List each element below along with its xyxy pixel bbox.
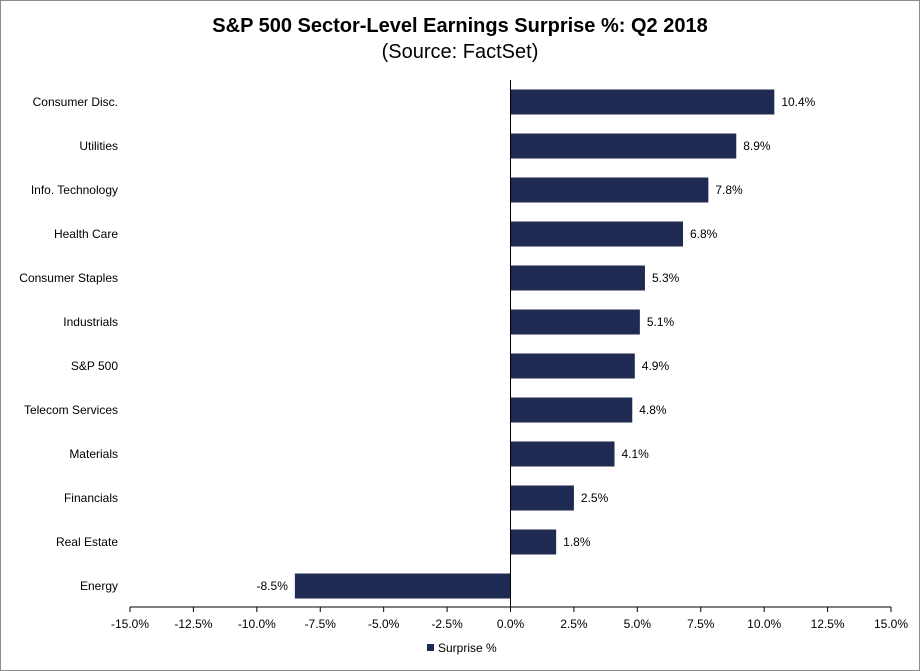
data-label: 1.8% bbox=[563, 535, 591, 549]
category-label: Financials bbox=[64, 491, 118, 505]
data-label: 5.3% bbox=[652, 271, 680, 285]
data-label: 5.1% bbox=[647, 315, 675, 329]
bar bbox=[510, 177, 709, 203]
data-label: 6.8% bbox=[690, 227, 718, 241]
x-tick-label: 5.0% bbox=[624, 617, 652, 631]
bar bbox=[294, 573, 511, 599]
data-label: 2.5% bbox=[581, 491, 609, 505]
bar bbox=[510, 485, 574, 511]
x-tick-label: -15.0% bbox=[111, 617, 149, 631]
legend-label: Surprise % bbox=[438, 641, 497, 655]
x-tick-label: 15.0% bbox=[874, 617, 908, 631]
category-label: Consumer Disc. bbox=[33, 95, 118, 109]
data-label: 8.9% bbox=[743, 139, 771, 153]
bar bbox=[510, 397, 633, 423]
x-tick-label: -2.5% bbox=[431, 617, 463, 631]
category-label: Telecom Services bbox=[24, 403, 118, 417]
bar bbox=[510, 89, 775, 115]
category-label: Industrials bbox=[63, 315, 118, 329]
chart-subtitle: (Source: FactSet) bbox=[381, 41, 539, 63]
category-label: S&P 500 bbox=[71, 359, 118, 373]
bar bbox=[510, 221, 683, 247]
data-label: -8.5% bbox=[257, 579, 289, 593]
x-tick-label: 7.5% bbox=[687, 617, 715, 631]
category-label: Materials bbox=[69, 447, 118, 461]
bar bbox=[510, 441, 615, 467]
category-label: Info. Technology bbox=[31, 183, 118, 197]
legend-swatch bbox=[427, 644, 434, 651]
data-label: 4.8% bbox=[639, 403, 667, 417]
bar bbox=[510, 133, 737, 159]
x-tick-label: 2.5% bbox=[560, 617, 588, 631]
bar bbox=[510, 529, 557, 555]
category-label: Utilities bbox=[79, 139, 118, 153]
category-label: Consumer Staples bbox=[19, 271, 118, 285]
bar bbox=[510, 309, 640, 335]
bar bbox=[510, 265, 645, 291]
x-tick-label: -5.0% bbox=[368, 617, 400, 631]
chart-title: S&P 500 Sector-Level Earnings Surprise %… bbox=[212, 15, 708, 37]
x-tick-label: -12.5% bbox=[174, 617, 212, 631]
category-label: Health Care bbox=[54, 227, 118, 241]
x-tick-label: -7.5% bbox=[305, 617, 337, 631]
data-label: 7.8% bbox=[715, 183, 743, 197]
category-label: Energy bbox=[80, 579, 118, 593]
x-tick-label: 10.0% bbox=[747, 617, 781, 631]
x-tick-label: -10.0% bbox=[238, 617, 276, 631]
category-label: Real Estate bbox=[56, 535, 118, 549]
x-tick-label: 12.5% bbox=[811, 617, 845, 631]
bar bbox=[510, 353, 635, 379]
data-label: 10.4% bbox=[781, 95, 815, 109]
data-label: 4.9% bbox=[642, 359, 670, 373]
data-label: 4.1% bbox=[622, 447, 650, 461]
x-tick-label: 0.0% bbox=[497, 617, 525, 631]
